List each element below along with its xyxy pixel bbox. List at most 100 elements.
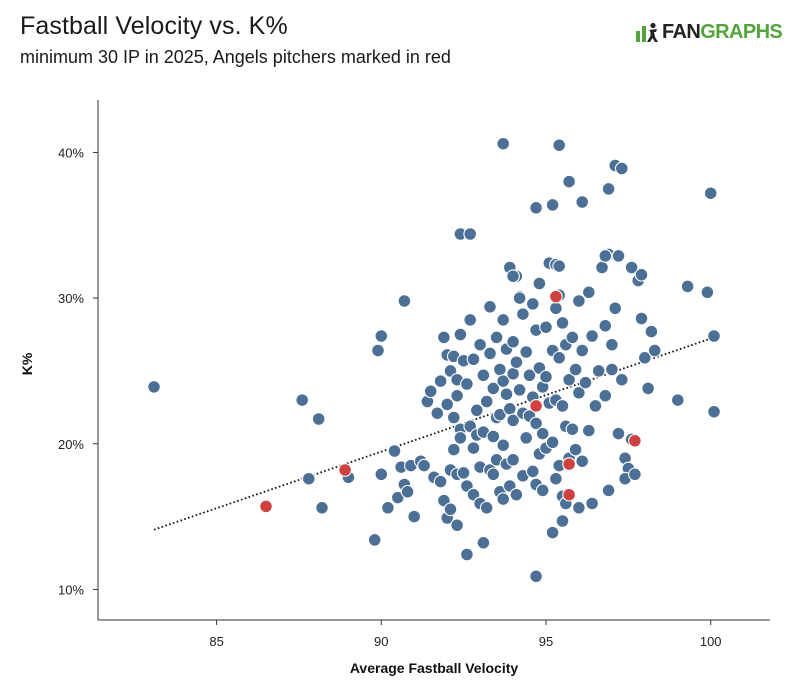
data-point [572, 385, 586, 400]
data-point [595, 260, 609, 275]
data-point [486, 467, 501, 482]
data-point [565, 330, 580, 345]
logo-text-graphs: GRAPHS [700, 21, 783, 43]
data-point [545, 198, 560, 212]
data-point [437, 330, 451, 345]
data-point [453, 327, 468, 342]
data-point [430, 406, 445, 421]
trendline [153, 336, 715, 531]
data-point [605, 362, 619, 377]
data-point [506, 452, 520, 467]
data-point [549, 301, 563, 316]
data-point [433, 474, 448, 489]
data-point [463, 313, 478, 327]
data-point [647, 343, 662, 358]
x-tick-label: 100 [700, 634, 722, 649]
data-point [575, 195, 590, 209]
data-point [545, 525, 560, 540]
data-point [469, 403, 484, 418]
data-point [387, 444, 402, 458]
y-axis-title: K% [19, 352, 35, 375]
data-point [463, 227, 478, 241]
data-point [417, 458, 431, 473]
data-point [512, 291, 527, 305]
data-point [509, 487, 524, 502]
data-point [453, 431, 468, 445]
data-point [423, 384, 438, 399]
data-point [443, 502, 458, 517]
data-point [624, 260, 639, 275]
data-point [473, 337, 487, 352]
data-point [479, 394, 494, 409]
data-point [483, 346, 497, 361]
angels-data-point [338, 463, 352, 477]
data-point [519, 345, 534, 359]
data-point [601, 182, 616, 196]
data-point [374, 467, 389, 482]
data-point [568, 362, 583, 377]
data-point [628, 467, 642, 482]
data-point [315, 500, 329, 515]
angels-data-point [628, 433, 642, 448]
data-point [585, 496, 599, 511]
data-point [601, 483, 616, 498]
angels-data-point [549, 289, 563, 304]
data-point [555, 514, 570, 528]
data-point [549, 471, 563, 486]
data-point [535, 426, 550, 441]
x-axis-title: Average Fastball Velocity [350, 660, 519, 676]
y-tick-label: 30% [58, 291, 84, 306]
data-point [446, 442, 461, 457]
data-point [539, 320, 553, 335]
data-point [496, 374, 511, 388]
data-point [311, 412, 326, 426]
data-point [486, 381, 501, 396]
data-point [562, 372, 576, 387]
data-point [381, 500, 395, 515]
data-point [371, 343, 385, 358]
data-point [450, 518, 464, 533]
data-point [301, 471, 316, 486]
data-point [614, 161, 629, 176]
data-point [552, 138, 567, 153]
data-point [644, 324, 659, 339]
data-point [634, 311, 649, 326]
data-point [605, 337, 619, 352]
data-point [496, 492, 511, 506]
data-point [552, 350, 567, 365]
data-point [588, 399, 603, 413]
data-point [433, 374, 448, 388]
data-point [707, 329, 721, 343]
angels-data-point [562, 457, 576, 471]
data-point [525, 297, 540, 311]
data-point [529, 200, 543, 215]
data-point [509, 355, 524, 370]
y-tick-label: 20% [58, 437, 84, 452]
data-point [670, 393, 685, 407]
data-point [506, 366, 520, 381]
data-point [598, 388, 613, 403]
data-point [446, 410, 461, 425]
data-point [575, 343, 590, 358]
data-point [568, 442, 583, 457]
data-point [295, 393, 310, 407]
data-point [634, 267, 649, 282]
data-point [374, 329, 389, 343]
x-tick-label: 95 [539, 634, 553, 649]
data-point [476, 535, 491, 550]
data-point [578, 375, 593, 390]
data-point [703, 186, 718, 201]
data-point [397, 294, 412, 308]
data-point [460, 377, 474, 391]
y-tick-label: 40% [58, 145, 84, 160]
data-point [493, 362, 507, 377]
data-point [535, 483, 550, 498]
data-point [611, 426, 626, 441]
angels-data-point [529, 399, 543, 413]
data-point [466, 352, 481, 367]
data-point [516, 307, 530, 321]
data-point [506, 413, 520, 428]
data-point [598, 318, 613, 333]
data-point [506, 334, 520, 349]
